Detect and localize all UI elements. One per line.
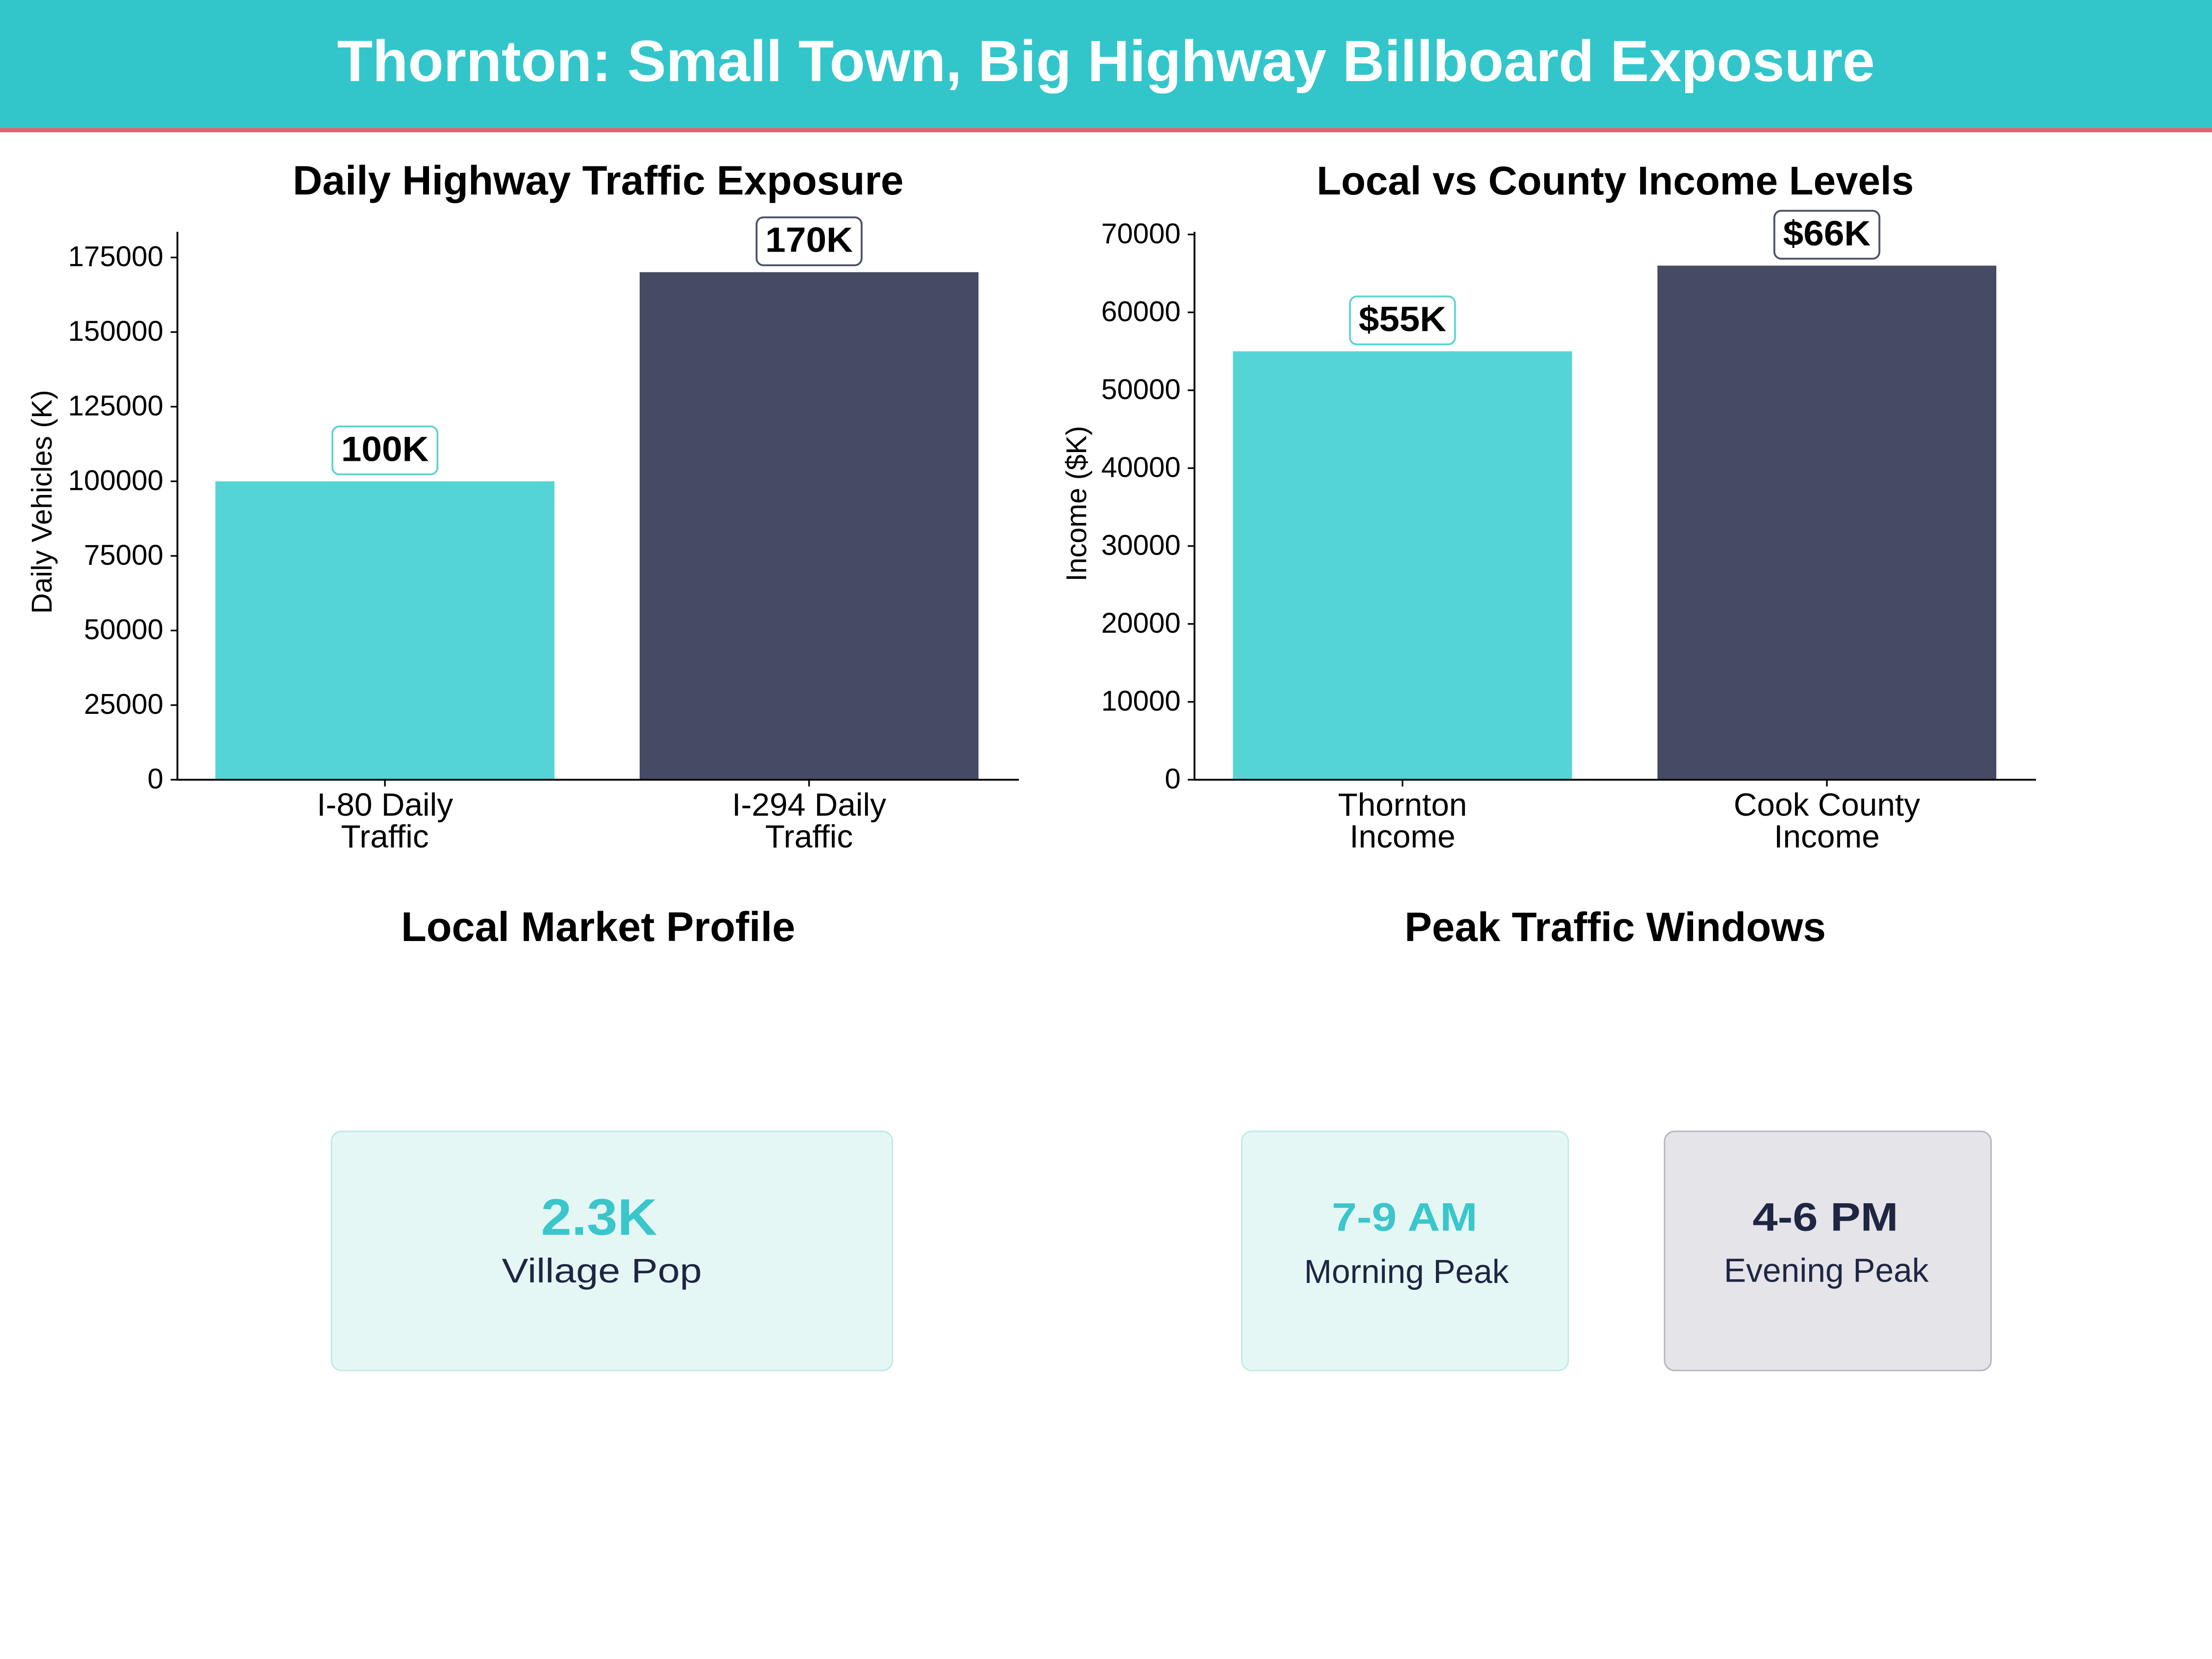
svg-text:Income ($K): Income ($K) xyxy=(1061,426,1093,582)
svg-text:100000: 100000 xyxy=(68,465,164,496)
svg-text:Peak Traffic Windows: Peak Traffic Windows xyxy=(1405,904,1826,950)
svg-text:70000: 70000 xyxy=(1101,218,1181,250)
svg-text:Evening Peak: Evening Peak xyxy=(1724,1252,1929,1289)
svg-text:170K: 170K xyxy=(765,221,853,260)
svg-text:Thornton: Small Town, Big High: Thornton: Small Town, Big Highway Billbo… xyxy=(337,29,1875,94)
svg-text:40000: 40000 xyxy=(1101,452,1181,483)
svg-text:30000: 30000 xyxy=(1101,529,1181,561)
svg-text:0: 0 xyxy=(1165,763,1181,795)
svg-text:150000: 150000 xyxy=(68,316,164,347)
svg-text:7-9 AM: 7-9 AM xyxy=(1332,1195,1477,1240)
svg-text:Traffic: Traffic xyxy=(765,818,853,854)
svg-text:Village Pop: Village Pop xyxy=(502,1252,702,1290)
svg-text:10000: 10000 xyxy=(1101,685,1181,717)
svg-text:25000: 25000 xyxy=(84,688,163,720)
svg-text:100K: 100K xyxy=(341,429,429,469)
svg-text:I-80 Daily: I-80 Daily xyxy=(317,787,453,823)
svg-text:$66K: $66K xyxy=(1783,214,1871,253)
svg-text:50000: 50000 xyxy=(1101,374,1181,406)
svg-text:Thornton: Thornton xyxy=(1338,787,1467,823)
svg-text:Daily Highway Traffic Exposure: Daily Highway Traffic Exposure xyxy=(293,157,904,203)
svg-text:175000: 175000 xyxy=(68,241,164,273)
svg-text:60000: 60000 xyxy=(1101,296,1181,328)
svg-text:Local Market Profile: Local Market Profile xyxy=(401,904,795,950)
svg-text:Traffic: Traffic xyxy=(341,818,429,854)
svg-text:Cook County: Cook County xyxy=(1734,787,1920,823)
svg-text:0: 0 xyxy=(147,763,163,795)
svg-text:Income: Income xyxy=(1350,818,1456,854)
svg-text:Morning Peak: Morning Peak xyxy=(1304,1253,1509,1290)
svg-text:20000: 20000 xyxy=(1101,607,1181,639)
svg-text:Daily Vehicles (K): Daily Vehicles (K) xyxy=(26,390,58,614)
svg-text:50000: 50000 xyxy=(84,614,163,646)
svg-text:75000: 75000 xyxy=(84,539,163,571)
svg-text:125000: 125000 xyxy=(68,390,164,422)
svg-text:I-294 Daily: I-294 Daily xyxy=(732,787,886,823)
svg-text:Local vs County Income Levels: Local vs County Income Levels xyxy=(1317,159,1914,203)
svg-text:2.3K: 2.3K xyxy=(541,1189,657,1246)
svg-text:Income: Income xyxy=(1774,818,1880,854)
svg-text:$55K: $55K xyxy=(1359,300,1446,339)
svg-text:4-6 PM: 4-6 PM xyxy=(1753,1195,1898,1240)
